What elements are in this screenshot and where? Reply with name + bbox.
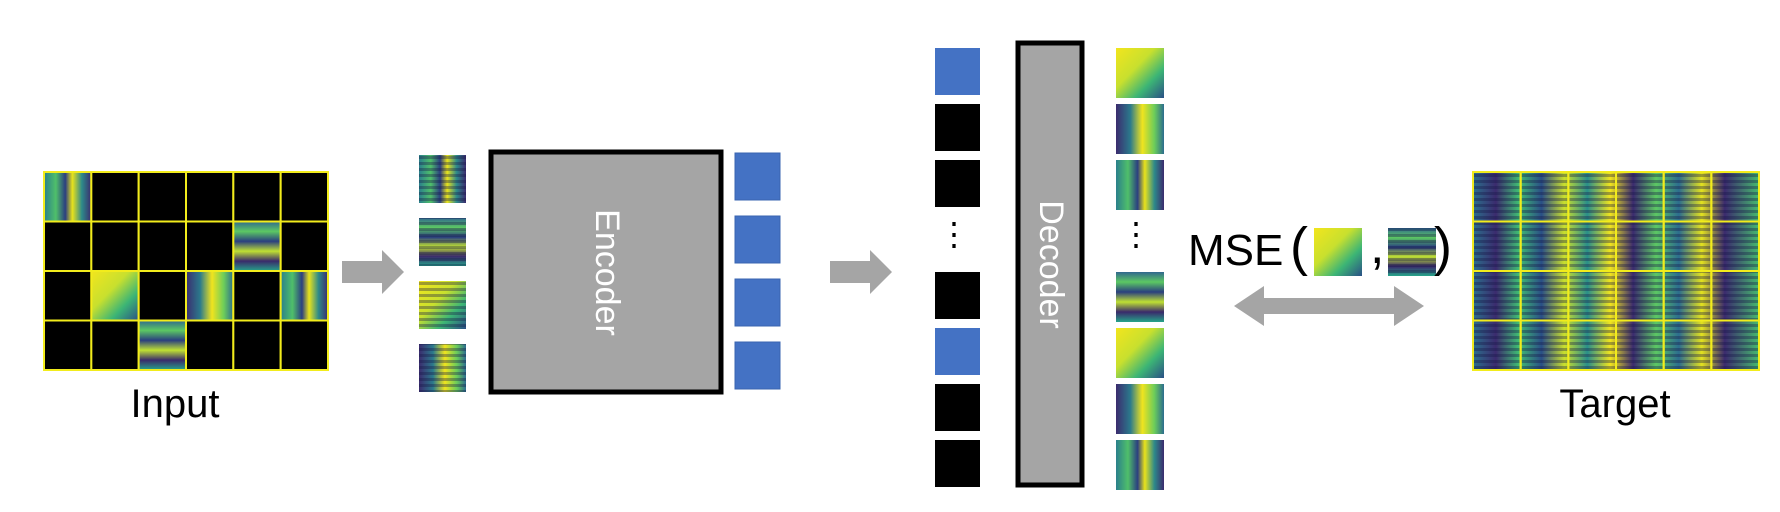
encoder-input-patch-texture bbox=[419, 281, 466, 329]
input-masked-spectrogram-grid bbox=[43, 171, 329, 371]
decoder-input-mask-token bbox=[935, 384, 980, 431]
encoder-input-patch-texture bbox=[419, 155, 466, 203]
input-visible-patch bbox=[232, 220, 282, 272]
decoder-input-encoded-token bbox=[935, 328, 980, 375]
input-masked-patch bbox=[279, 220, 329, 272]
decoder-input-mask-token bbox=[935, 272, 980, 319]
encoder-input-patch-texture bbox=[419, 344, 466, 392]
input-masked-patch bbox=[232, 270, 282, 322]
input-visible-patch bbox=[43, 171, 93, 223]
arrow-input-to-patches bbox=[342, 250, 404, 294]
double-arrow-mse-target bbox=[1234, 286, 1424, 326]
decoder-output-patch bbox=[1116, 48, 1164, 98]
decoder-input-encoded-token bbox=[935, 48, 980, 95]
target-spectrogram-grid bbox=[1472, 171, 1761, 371]
decoder-output-patch bbox=[1116, 160, 1164, 210]
input-masked-patch bbox=[90, 319, 140, 371]
input-masked-patch bbox=[43, 220, 93, 272]
decoder-input-tokens bbox=[935, 48, 980, 487]
encoder-block bbox=[488, 149, 724, 395]
encoder-label: Encoder bbox=[587, 208, 626, 336]
decoder-output-patches bbox=[1116, 48, 1164, 490]
decoder-input-mask-token bbox=[935, 104, 980, 151]
encoder-output-token bbox=[734, 341, 781, 390]
input-masked-patch bbox=[185, 220, 235, 272]
encoder-output-token bbox=[734, 215, 781, 264]
decoder-output-patch bbox=[1116, 328, 1164, 378]
input-visible-patch bbox=[90, 270, 140, 322]
decoder-input-mask-token bbox=[935, 160, 980, 207]
target-patch bbox=[1710, 319, 1761, 371]
decoder-output-patch bbox=[1116, 272, 1164, 322]
decoder-output-patch bbox=[1116, 384, 1164, 434]
mse-paren-close: ) bbox=[1434, 217, 1452, 277]
encoder-output-tokens bbox=[734, 152, 781, 390]
encoder-output-token bbox=[734, 278, 781, 327]
encoder-input-patch-texture bbox=[419, 218, 466, 266]
mse-target-patch-texture bbox=[1388, 228, 1436, 276]
input-masked-patch bbox=[232, 319, 282, 371]
input-masked-patch bbox=[43, 270, 93, 322]
decoder-output-ellipsis: ⋮ bbox=[1120, 216, 1152, 252]
input-masked-patch bbox=[90, 171, 140, 223]
input-masked-patch bbox=[137, 220, 188, 272]
input-masked-patch bbox=[185, 171, 235, 223]
input-masked-patch bbox=[185, 319, 235, 371]
input-visible-patch bbox=[137, 319, 188, 371]
encoder-label-wrap: Encoder bbox=[491, 152, 721, 392]
decoder-label: Decoder bbox=[1031, 199, 1070, 329]
decoder-label-wrap: Decoder bbox=[1018, 43, 1082, 485]
arrow-encoder-to-decoder-inputs bbox=[830, 250, 892, 294]
decoder-output-patch bbox=[1116, 104, 1164, 154]
mse-predicted-patch bbox=[1314, 228, 1362, 276]
input-visible-patch bbox=[185, 270, 235, 322]
decoder-input-mask-token bbox=[935, 440, 980, 487]
mse-label: MSE bbox=[1188, 226, 1284, 275]
input-label: Input bbox=[130, 382, 220, 426]
input-masked-patch bbox=[137, 171, 188, 223]
encoder-input-patches bbox=[419, 155, 466, 392]
decoder-input-ellipsis: ⋮ bbox=[938, 216, 970, 252]
decoder-output-patch bbox=[1116, 440, 1164, 490]
mse-paren-open: ( bbox=[1290, 217, 1308, 277]
input-masked-patch bbox=[232, 171, 282, 223]
input-masked-patch bbox=[279, 171, 329, 223]
input-masked-patch bbox=[90, 220, 140, 272]
input-masked-patch bbox=[137, 270, 188, 322]
mse-comma: , bbox=[1370, 217, 1385, 275]
decoder-block bbox=[1015, 40, 1085, 488]
input-visible-patch bbox=[279, 270, 329, 322]
input-masked-patch bbox=[43, 319, 93, 371]
input-masked-patch bbox=[279, 319, 329, 371]
encoder-output-token bbox=[734, 152, 781, 201]
target-label: Target bbox=[1559, 382, 1671, 426]
